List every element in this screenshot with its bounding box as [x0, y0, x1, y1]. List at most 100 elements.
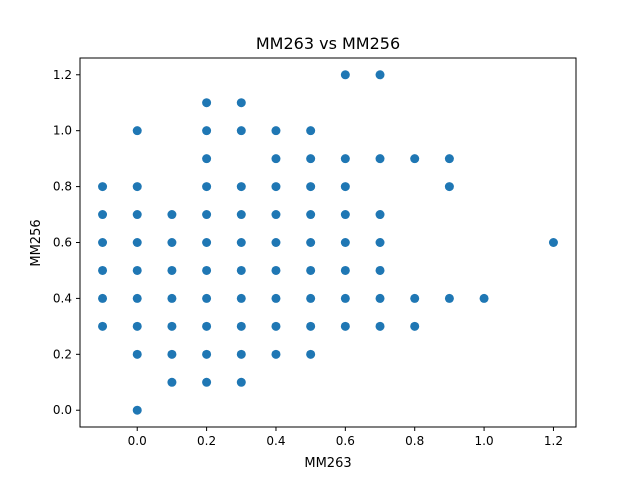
data-point [271, 182, 281, 192]
data-point [132, 349, 142, 359]
data-point [306, 210, 316, 220]
data-point [340, 154, 350, 164]
data-point [306, 265, 316, 275]
data-point [202, 349, 212, 359]
x-tick-label: 0.8 [405, 434, 424, 448]
data-point [340, 238, 350, 247]
data-point [132, 405, 142, 415]
data-point [306, 182, 316, 192]
data-point [167, 210, 177, 220]
y-tick-label: 0.4 [53, 291, 72, 305]
data-point [548, 238, 558, 247]
points-layer [98, 70, 558, 415]
data-point [306, 349, 316, 359]
data-point [236, 210, 246, 220]
data-point [167, 238, 177, 247]
data-point [132, 321, 142, 331]
data-point [375, 238, 385, 247]
data-point [271, 321, 281, 331]
data-point [98, 238, 108, 247]
data-point [375, 265, 385, 275]
data-point [375, 154, 385, 164]
data-point [410, 321, 420, 331]
data-point [167, 377, 177, 387]
data-point [202, 154, 212, 164]
y-tick-label: 0.8 [53, 180, 72, 194]
data-point [410, 154, 420, 164]
data-point [202, 182, 212, 192]
data-point [340, 293, 350, 303]
data-point [202, 293, 212, 303]
data-point [306, 293, 316, 303]
x-tick-label: 0.0 [128, 434, 147, 448]
y-tick-label: 0.2 [53, 347, 72, 361]
data-point [98, 293, 108, 303]
data-point [340, 265, 350, 275]
y-axis-label: MM256 [29, 219, 44, 266]
data-point [236, 349, 246, 359]
y-axis-ticks: 0.0 0.2 0.4 0.6 0.8 1.0 1.2 [53, 68, 80, 417]
data-point [444, 293, 454, 303]
data-point [236, 377, 246, 387]
data-point [340, 321, 350, 331]
data-point [202, 321, 212, 331]
x-tick-label: 0.2 [197, 434, 216, 448]
data-point [271, 265, 281, 275]
data-point [98, 265, 108, 275]
data-point [375, 70, 385, 80]
data-point [375, 293, 385, 303]
x-tick-label: 0.4 [266, 434, 285, 448]
y-tick-label: 1.2 [53, 68, 72, 82]
data-point [271, 126, 281, 136]
y-tick-label: 1.0 [53, 124, 72, 138]
data-point [375, 210, 385, 220]
x-tick-label: 1.2 [544, 434, 563, 448]
y-tick-label: 0.0 [53, 403, 72, 417]
data-point [132, 126, 142, 136]
x-tick-label: 1.0 [475, 434, 494, 448]
data-point [306, 321, 316, 331]
data-point [167, 321, 177, 331]
data-point [202, 126, 212, 136]
data-point [202, 265, 212, 275]
data-point [202, 98, 212, 108]
data-point [306, 154, 316, 164]
data-point [202, 238, 212, 247]
data-point [132, 265, 142, 275]
data-point [132, 182, 142, 192]
data-point [306, 238, 316, 247]
data-point [98, 321, 108, 331]
data-point [271, 293, 281, 303]
data-point [132, 238, 142, 247]
data-point [132, 293, 142, 303]
data-point [236, 98, 246, 108]
data-point [167, 293, 177, 303]
data-point [236, 238, 246, 247]
data-point [236, 126, 246, 136]
x-tick-label: 0.6 [336, 434, 355, 448]
data-point [236, 293, 246, 303]
data-point [236, 182, 246, 192]
data-point [271, 154, 281, 164]
data-point [410, 293, 420, 303]
data-point [271, 349, 281, 359]
data-point [236, 265, 246, 275]
data-point [479, 293, 489, 303]
data-point [132, 210, 142, 220]
chart-title: MM263 vs MM256 [256, 34, 400, 53]
data-point [340, 210, 350, 220]
x-axis-label: MM263 [304, 456, 351, 471]
data-point [340, 182, 350, 192]
data-point [375, 321, 385, 331]
data-point [271, 210, 281, 220]
data-point [340, 70, 350, 80]
data-point [98, 182, 108, 192]
data-point [167, 265, 177, 275]
data-point [202, 210, 212, 220]
data-point [271, 238, 281, 247]
data-point [167, 349, 177, 359]
data-point [98, 210, 108, 220]
x-axis-ticks: 0.0 0.2 0.4 0.6 0.8 1.0 1.2 [128, 427, 563, 448]
